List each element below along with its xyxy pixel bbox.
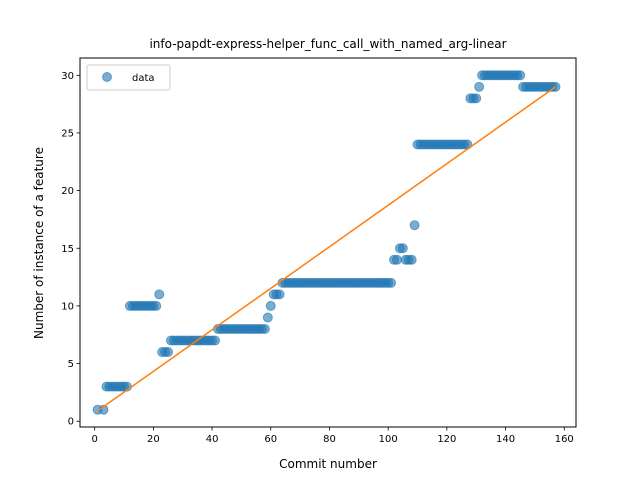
x-tick-label: 80	[323, 434, 336, 445]
x-tick-label: 160	[555, 434, 574, 445]
legend: data	[86, 64, 171, 91]
data-point	[406, 254, 417, 265]
y-tick-label: 30	[61, 71, 74, 82]
y-axis-label: Number of instance of a feature	[32, 147, 46, 339]
fit-line	[97, 86, 556, 412]
data-point	[386, 277, 397, 288]
x-tick-label: 20	[147, 434, 160, 445]
legend-box	[86, 64, 171, 91]
data-point	[163, 347, 174, 358]
y-tick-label: 5	[68, 359, 74, 370]
x-axis-label: Commit number	[279, 457, 377, 471]
x-tick-label: 60	[264, 434, 277, 445]
y-tick-label: 0	[68, 417, 74, 428]
y-tick-label: 20	[61, 186, 74, 197]
y-axis: 0 5 10 15 20 25 30	[61, 71, 80, 428]
chart-title: info-papdt-express-helper_func_call_with…	[149, 37, 506, 51]
data-point	[471, 93, 482, 104]
x-axis: 0 20 40 60 80 100 120 140 160	[91, 427, 574, 445]
data-point	[151, 300, 162, 311]
data-point	[397, 243, 408, 254]
data-point	[154, 289, 165, 300]
y-tick-label: 15	[61, 244, 74, 255]
data-point	[515, 70, 526, 81]
x-tick-label: 100	[379, 434, 398, 445]
plot-frame	[79, 57, 577, 428]
x-tick-label: 0	[91, 434, 97, 445]
y-tick-label: 25	[61, 128, 74, 139]
fit-line-layer	[97, 86, 556, 412]
x-tick-label: 40	[206, 434, 219, 445]
data-point	[409, 220, 420, 231]
data-points	[92, 70, 561, 415]
data-point	[262, 312, 273, 323]
data-point	[274, 289, 285, 300]
y-tick-label: 10	[61, 301, 74, 312]
data-point	[210, 335, 221, 346]
data-point	[259, 323, 270, 334]
x-tick-label: 120	[437, 434, 456, 445]
data-point	[391, 254, 402, 265]
data-point	[265, 300, 276, 311]
data-point	[474, 81, 485, 92]
legend-marker	[102, 72, 112, 82]
legend-label: data	[132, 73, 155, 84]
x-tick-label: 140	[496, 434, 515, 445]
